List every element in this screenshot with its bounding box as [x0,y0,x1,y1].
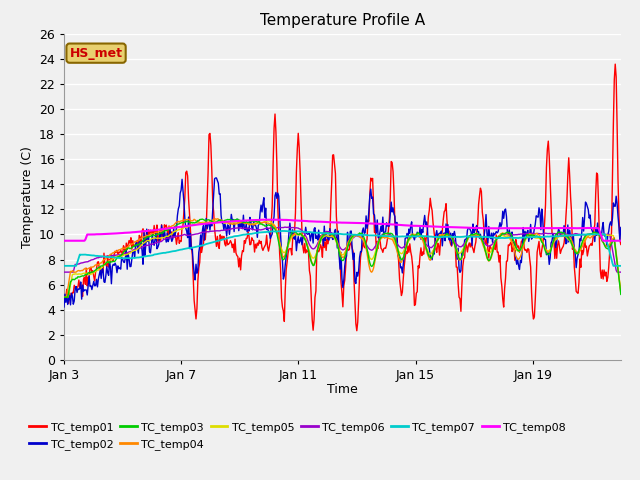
TC_temp05 [265,218,273,224]
TC_temp07 [480,234,488,240]
TC_temp07 [617,263,625,269]
TC_temp08 [433,224,440,229]
TC_temp01 [159,234,166,240]
TC_temp08 [264,217,271,223]
TC_temp08 [60,238,68,244]
Line: TC_temp03: TC_temp03 [64,219,621,297]
TC_temp06 [389,234,397,240]
Legend: TC_temp01, TC_temp02, TC_temp03, TC_temp04, TC_temp05, TC_temp06, TC_temp07, TC_: TC_temp01, TC_temp02, TC_temp03, TC_temp… [25,418,570,454]
TC_temp07 [433,234,440,240]
TC_temp02 [433,228,440,233]
Y-axis label: Temperature (C): Temperature (C) [20,146,33,248]
TC_temp05 [617,288,625,293]
TC_temp04 [159,228,166,234]
TC_temp08 [480,225,488,231]
TC_temp02 [617,225,625,230]
X-axis label: Time: Time [327,384,358,396]
TC_temp01 [480,231,488,237]
Line: TC_temp05: TC_temp05 [64,221,621,297]
TC_temp01 [353,328,361,334]
TC_temp01 [389,169,397,175]
TC_temp05 [204,219,211,225]
TC_temp06 [480,240,488,246]
TC_temp03 [617,291,625,297]
Text: HS_met: HS_met [70,47,123,60]
TC_temp01 [312,288,320,294]
TC_temp02 [389,205,397,211]
TC_temp05 [480,243,488,249]
TC_temp06 [313,242,321,248]
TC_temp04 [313,249,321,255]
TC_temp06 [433,238,440,244]
TC_temp04 [480,245,488,251]
Line: TC_temp06: TC_temp06 [64,227,621,272]
TC_temp03 [433,239,440,244]
TC_temp04 [204,220,211,226]
TC_temp07 [389,233,397,239]
Line: TC_temp02: TC_temp02 [64,178,621,307]
TC_temp06 [159,238,166,243]
TC_temp03 [480,243,488,249]
TC_temp06 [282,224,289,230]
Line: TC_temp04: TC_temp04 [64,219,621,297]
TC_temp05 [159,235,166,240]
TC_temp01 [60,292,68,298]
TC_temp07 [60,263,68,269]
TC_temp06 [204,229,211,235]
TC_temp07 [159,250,166,256]
TC_temp04 [433,238,440,243]
Line: TC_temp07: TC_temp07 [64,231,621,266]
Line: TC_temp08: TC_temp08 [64,220,621,241]
Line: TC_temp01: TC_temp01 [64,64,621,331]
TC_temp02 [159,230,166,236]
TC_temp07 [204,241,211,247]
TC_temp04 [60,294,68,300]
TC_temp08 [389,222,397,228]
TC_temp05 [313,249,321,255]
TC_temp06 [60,269,68,275]
TC_temp05 [389,236,397,241]
TC_temp06 [617,269,625,275]
TC_temp03 [389,232,397,238]
TC_temp02 [204,226,211,232]
TC_temp03 [204,217,212,223]
TC_temp04 [389,238,397,244]
TC_temp08 [159,226,166,232]
TC_temp01 [204,198,211,204]
TC_temp08 [617,238,625,244]
TC_temp01 [611,61,619,67]
TC_temp02 [480,233,488,239]
TC_temp05 [433,240,440,245]
TC_temp03 [159,230,166,236]
TC_temp02 [212,175,220,181]
TC_temp04 [214,216,221,222]
Title: Temperature Profile A: Temperature Profile A [260,13,425,28]
TC_temp01 [617,241,625,247]
TC_temp02 [313,233,321,239]
TC_temp01 [433,250,440,255]
TC_temp08 [313,219,321,225]
TC_temp03 [60,294,68,300]
TC_temp03 [313,251,321,257]
TC_temp03 [198,216,206,222]
TC_temp02 [60,304,68,310]
TC_temp04 [617,290,625,296]
TC_temp07 [278,228,286,234]
TC_temp07 [313,230,321,236]
TC_temp05 [60,294,68,300]
TC_temp08 [204,221,211,227]
